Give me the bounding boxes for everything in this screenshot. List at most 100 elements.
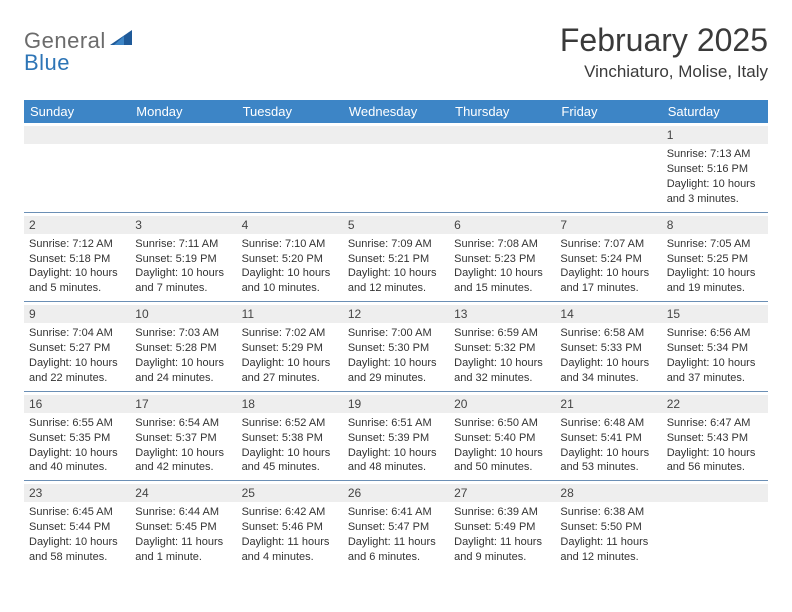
day-sunset: Sunset: 5:23 PM bbox=[454, 252, 550, 267]
day-cell bbox=[130, 123, 236, 212]
day-cell: 27Sunrise: 6:39 AMSunset: 5:49 PMDayligh… bbox=[449, 481, 555, 570]
day-sunrise: Sunrise: 6:48 AM bbox=[560, 416, 656, 431]
day-header: Thursday bbox=[449, 100, 555, 123]
day-sunset: Sunset: 5:46 PM bbox=[242, 520, 338, 535]
logo-text-blue: Blue bbox=[24, 50, 70, 75]
day-cell: 11Sunrise: 7:02 AMSunset: 5:29 PMDayligh… bbox=[237, 302, 343, 391]
day-sunset: Sunset: 5:27 PM bbox=[29, 341, 125, 356]
day-number bbox=[343, 126, 449, 144]
calendar: Sunday Monday Tuesday Wednesday Thursday… bbox=[24, 100, 768, 570]
day-cell: 15Sunrise: 6:56 AMSunset: 5:34 PMDayligh… bbox=[662, 302, 768, 391]
day-number: 21 bbox=[555, 395, 661, 413]
day-sunset: Sunset: 5:16 PM bbox=[667, 162, 763, 177]
day-number: 10 bbox=[130, 305, 236, 323]
day-sunrise: Sunrise: 7:12 AM bbox=[29, 237, 125, 252]
day-cell: 22Sunrise: 6:47 AMSunset: 5:43 PMDayligh… bbox=[662, 392, 768, 481]
day-sunset: Sunset: 5:45 PM bbox=[135, 520, 231, 535]
logo-blue-wrap: Blue bbox=[24, 50, 70, 76]
day-sunset: Sunset: 5:24 PM bbox=[560, 252, 656, 267]
day-daylight: Daylight: 10 hours and 50 minutes. bbox=[454, 446, 550, 476]
day-sunset: Sunset: 5:30 PM bbox=[348, 341, 444, 356]
day-number: 24 bbox=[130, 484, 236, 502]
day-sunset: Sunset: 5:39 PM bbox=[348, 431, 444, 446]
day-sunset: Sunset: 5:20 PM bbox=[242, 252, 338, 267]
day-daylight: Daylight: 10 hours and 24 minutes. bbox=[135, 356, 231, 386]
day-sunset: Sunset: 5:40 PM bbox=[454, 431, 550, 446]
day-daylight: Daylight: 10 hours and 56 minutes. bbox=[667, 446, 763, 476]
day-daylight: Daylight: 11 hours and 4 minutes. bbox=[242, 535, 338, 565]
day-cell: 18 Sunrise: 6:52 AMSunset: 5:38 PMDayligh… bbox=[237, 392, 343, 481]
day-sunrise: Sunrise: 7:09 AM bbox=[348, 237, 444, 252]
day-number: 14 bbox=[555, 305, 661, 323]
day-number: 6 bbox=[449, 216, 555, 234]
day-daylight: Daylight: 10 hours and 3 minutes. bbox=[667, 177, 763, 207]
day-daylight: Daylight: 10 hours and 45 minutes. bbox=[242, 446, 338, 476]
day-daylight: Daylight: 10 hours and 15 minutes. bbox=[454, 266, 550, 296]
day-header: Monday bbox=[130, 100, 236, 123]
day-sunset: Sunset: 5:41 PM bbox=[560, 431, 656, 446]
day-daylight: Daylight: 10 hours and 48 minutes. bbox=[348, 446, 444, 476]
day-sunset: Sunset: 5:18 PM bbox=[29, 252, 125, 267]
day-daylight: Daylight: 10 hours and 17 minutes. bbox=[560, 266, 656, 296]
day-daylight: Daylight: 10 hours and 10 minutes. bbox=[242, 266, 338, 296]
day-number bbox=[24, 126, 130, 144]
day-number: 18 bbox=[237, 395, 343, 413]
day-sunrise: Sunrise: 6:55 AM bbox=[29, 416, 125, 431]
day-sunset: Sunset: 5:37 PM bbox=[135, 431, 231, 446]
title-block: February 2025 Vinchiaturo, Molise, Italy bbox=[560, 22, 768, 82]
day-cell: 17Sunrise: 6:54 AMSunset: 5:37 PMDayligh… bbox=[130, 392, 236, 481]
day-number bbox=[449, 126, 555, 144]
day-cell: 19Sunrise: 6:51 AMSunset: 5:39 PMDayligh… bbox=[343, 392, 449, 481]
day-number: 19 bbox=[343, 395, 449, 413]
page-location: Vinchiaturo, Molise, Italy bbox=[560, 62, 768, 82]
logo-triangle-icon bbox=[110, 30, 132, 53]
day-daylight: Daylight: 10 hours and 37 minutes. bbox=[667, 356, 763, 386]
day-number: 2 bbox=[24, 216, 130, 234]
week-row: 9Sunrise: 7:04 AMSunset: 5:27 PMDaylight… bbox=[24, 301, 768, 391]
day-number bbox=[130, 126, 236, 144]
day-number: 3 bbox=[130, 216, 236, 234]
day-sunrise: Sunrise: 6:47 AM bbox=[667, 416, 763, 431]
day-cell: 16Sunrise: 6:55 AMSunset: 5:35 PMDayligh… bbox=[24, 392, 130, 481]
day-sunset: Sunset: 5:44 PM bbox=[29, 520, 125, 535]
day-header: Sunday bbox=[24, 100, 130, 123]
day-number: 28 bbox=[555, 484, 661, 502]
day-sunrise: Sunrise: 6:42 AM bbox=[242, 505, 338, 520]
day-number: 1 bbox=[662, 126, 768, 144]
day-sunrise: Sunrise: 7:04 AM bbox=[29, 326, 125, 341]
day-daylight: Daylight: 11 hours and 6 minutes. bbox=[348, 535, 444, 565]
day-cell: 5Sunrise: 7:09 AMSunset: 5:21 PMDaylight… bbox=[343, 213, 449, 302]
day-sunset: Sunset: 5:43 PM bbox=[667, 431, 763, 446]
week-row: 2 Sunrise: 7:12 AMSunset: 5:18 PM Daylight… bbox=[24, 212, 768, 302]
day-sunset: Sunset: 5:29 PM bbox=[242, 341, 338, 356]
day-sunset: Sunset: 5:19 PM bbox=[135, 252, 231, 267]
day-sunrise: Sunrise: 6:45 AM bbox=[29, 505, 125, 520]
day-cell bbox=[662, 481, 768, 570]
day-cell: 25 Sunrise: 6:42 AMSunset: 5:46 PMDayligh… bbox=[237, 481, 343, 570]
day-number: 27 bbox=[449, 484, 555, 502]
day-cell: 23Sunrise: 6:45 AMSunset: 5:44 PMDayligh… bbox=[24, 481, 130, 570]
day-cell: 2Sunrise: 7:12 AMSunset: 5:18 PMDaylight… bbox=[24, 213, 130, 302]
day-sunrise: Sunrise: 6:52 AM bbox=[242, 416, 338, 431]
day-sunset: Sunset: 5:25 PM bbox=[667, 252, 763, 267]
day-cell bbox=[24, 123, 130, 212]
day-sunrise: Sunrise: 6:39 AM bbox=[454, 505, 550, 520]
day-cell: 21Sunrise: 6:48 AMSunset: 5:41 PMDayligh… bbox=[555, 392, 661, 481]
day-cell bbox=[237, 123, 343, 212]
page-header: General February 2025 Vinchiaturo, Molis… bbox=[24, 22, 768, 82]
day-sunrise: Sunrise: 6:38 AM bbox=[560, 505, 656, 520]
day-cell: 28Sunrise: 6:38 AMSunset: 5:50 PMDayligh… bbox=[555, 481, 661, 570]
day-daylight: Daylight: 11 hours and 9 minutes. bbox=[454, 535, 550, 565]
day-number: 4 bbox=[237, 216, 343, 234]
week-row: 1 Sunrise: 7:13 AMSunset: 5:16 PMDaylight… bbox=[24, 123, 768, 212]
day-sunset: Sunset: 5:21 PM bbox=[348, 252, 444, 267]
day-sunrise: Sunrise: 6:58 AM bbox=[560, 326, 656, 341]
day-cell: 9Sunrise: 7:04 AMSunset: 5:27 PMDaylight… bbox=[24, 302, 130, 391]
day-sunrise: Sunrise: 7:13 AM bbox=[667, 147, 763, 162]
day-daylight: Daylight: 10 hours and 29 minutes. bbox=[348, 356, 444, 386]
day-number: 20 bbox=[449, 395, 555, 413]
day-number: 25 bbox=[237, 484, 343, 502]
day-cell bbox=[449, 123, 555, 212]
day-sunset: Sunset: 5:38 PM bbox=[242, 431, 338, 446]
day-number: 5 bbox=[343, 216, 449, 234]
